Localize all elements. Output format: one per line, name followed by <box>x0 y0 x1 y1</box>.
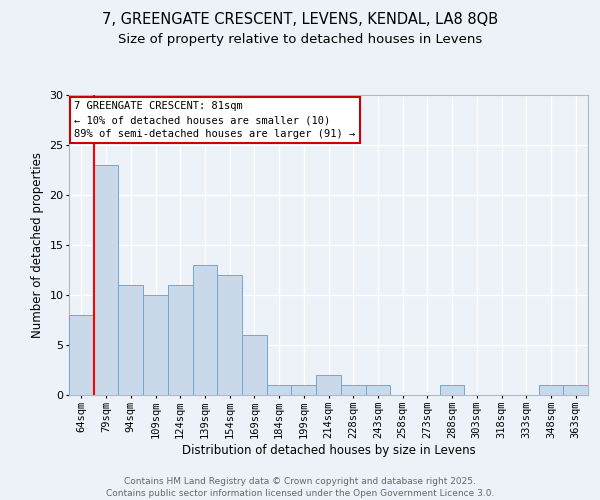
Text: 7 GREENGATE CRESCENT: 81sqm
← 10% of detached houses are smaller (10)
89% of sem: 7 GREENGATE CRESCENT: 81sqm ← 10% of det… <box>74 101 355 139</box>
Text: Contains HM Land Registry data © Crown copyright and database right 2025.
Contai: Contains HM Land Registry data © Crown c… <box>106 476 494 498</box>
Bar <box>365 385 390 395</box>
Text: 7, GREENGATE CRESCENT, LEVENS, KENDAL, LA8 8QB: 7, GREENGATE CRESCENT, LEVENS, KENDAL, L… <box>102 12 498 28</box>
Text: Size of property relative to detached houses in Levens: Size of property relative to detached ho… <box>118 32 482 46</box>
Bar <box>341 385 365 395</box>
Bar <box>267 385 292 395</box>
Bar <box>292 385 316 395</box>
Bar <box>217 275 242 395</box>
Bar <box>316 375 341 395</box>
Bar <box>539 385 563 395</box>
Bar <box>143 295 168 395</box>
Bar <box>193 265 217 395</box>
Bar <box>118 285 143 395</box>
Bar <box>94 165 118 395</box>
Bar <box>69 315 94 395</box>
Y-axis label: Number of detached properties: Number of detached properties <box>31 152 44 338</box>
Bar <box>168 285 193 395</box>
Bar <box>242 335 267 395</box>
Bar <box>440 385 464 395</box>
Bar <box>563 385 588 395</box>
X-axis label: Distribution of detached houses by size in Levens: Distribution of detached houses by size … <box>182 444 475 456</box>
